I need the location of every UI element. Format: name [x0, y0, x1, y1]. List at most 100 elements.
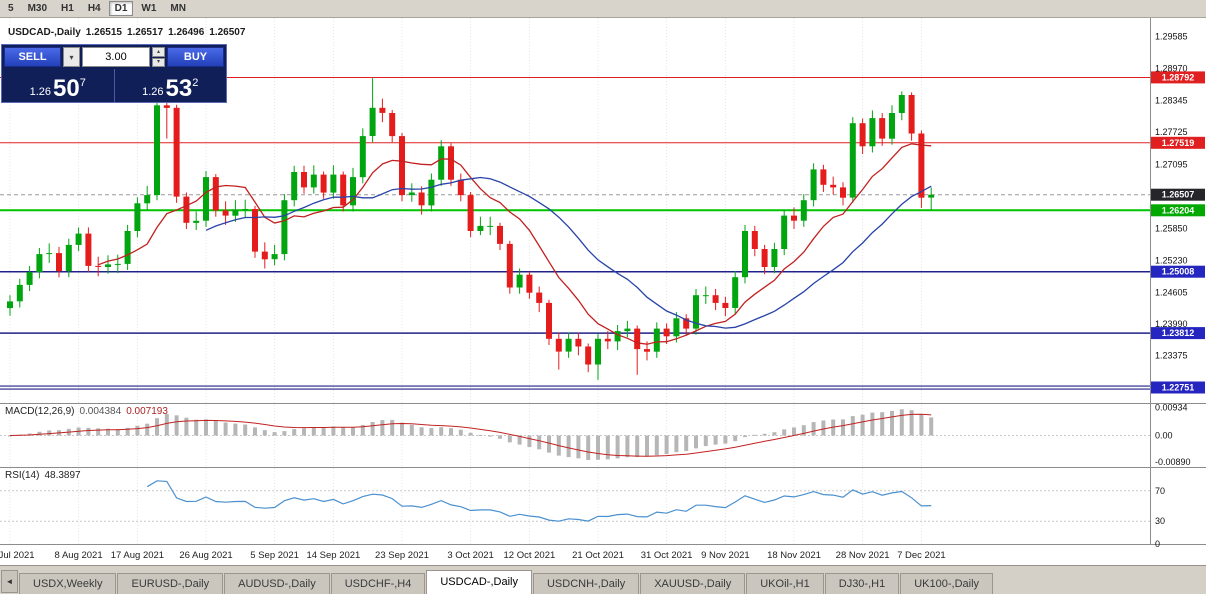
buy-price-big-digits: 53 — [165, 74, 193, 102]
svg-text:5 Sep 2021: 5 Sep 2021 — [250, 550, 299, 561]
chart-tab-usdcad-daily[interactable]: USDCAD-,Daily — [426, 570, 532, 594]
svg-text:0.00934: 0.00934 — [1155, 402, 1188, 412]
chart-title: USDCAD-,Daily 1.26515 1.26517 1.26496 1.… — [8, 27, 245, 38]
timeframe-toolbar-buttons: 5 M30 H1 H4 D1 W1 MN — [2, 1, 192, 16]
svg-text:3 Oct 2021: 3 Oct 2021 — [447, 550, 493, 561]
svg-text:0: 0 — [1155, 539, 1160, 549]
svg-text:31 Oct 2021: 31 Oct 2021 — [641, 550, 693, 561]
svg-text:70: 70 — [1155, 486, 1165, 496]
svg-text:1.28970: 1.28970 — [1155, 63, 1188, 73]
date-axis-labels[interactable]: 29 Jul 2021 8 Aug 2021 17 Aug 2021 26 Aug 2… — [0, 550, 946, 561]
spin-up-icon: ▴ — [156, 48, 160, 55]
rsi-pane-header: RSI(14) 48.3897 — [5, 470, 81, 481]
svg-text:1.26507: 1.26507 — [1162, 190, 1195, 200]
tabs-scroll-left-button[interactable]: ◄ — [1, 570, 18, 593]
macd-axis-labels: 0.00934 0.00 -0.00890 — [1155, 402, 1191, 467]
svg-text:-0.00890: -0.00890 — [1155, 457, 1191, 467]
chart-symbol-period: USDCAD-,Daily — [8, 27, 81, 38]
svg-text:7 Dec 2021: 7 Dec 2021 — [897, 550, 946, 561]
rsi-line — [146, 480, 932, 522]
svg-text:1.27519: 1.27519 — [1162, 138, 1195, 148]
svg-text:29 Jul 2021: 29 Jul 2021 — [0, 550, 35, 561]
buy-price-display[interactable]: 1.26 53 2 — [115, 69, 227, 102]
volume-stepper: ▴ ▾ — [152, 47, 165, 67]
chart-canvas[interactable]: 1.295851.289701.283451.277251.270951.264… — [0, 18, 1206, 565]
svg-text:1.22751: 1.22751 — [1162, 383, 1195, 393]
left-arrow-icon: ◄ — [5, 577, 14, 586]
chart-tab-ukoil-h1[interactable]: UKOil-,H1 — [746, 573, 824, 594]
rsi-indicator — [0, 480, 1150, 522]
timeframe-toolbar: 5 M30 H1 H4 D1 W1 MN — [0, 0, 1206, 18]
svg-text:12 Oct 2021: 12 Oct 2021 — [504, 550, 556, 561]
svg-text:0.00: 0.00 — [1155, 431, 1173, 441]
sell-price-big-digits: 50 — [53, 74, 80, 102]
svg-text:1.27095: 1.27095 — [1155, 160, 1188, 170]
timeframe-button-h1[interactable]: H1 — [61, 3, 74, 14]
chevron-down-icon: ▾ — [69, 52, 74, 62]
candlesticks — [7, 77, 935, 380]
svg-text:1.23812: 1.23812 — [1162, 328, 1195, 338]
svg-text:8 Aug 2021: 8 Aug 2021 — [55, 550, 103, 561]
svg-text:1.23990: 1.23990 — [1155, 319, 1188, 329]
ohlc-high: 1.26517 — [126, 27, 164, 38]
svg-text:26 Aug 2021: 26 Aug 2021 — [179, 550, 232, 561]
timeframe-button-5[interactable]: 5 — [8, 3, 14, 14]
price-axis-labels[interactable]: 1.295851.289701.283451.277251.270951.264… — [1155, 32, 1188, 361]
sell-price-pipette: 7 — [79, 77, 86, 89]
macd-signal-line — [9, 413, 932, 457]
buy-price-prefix: 1.26 — [142, 86, 164, 98]
chart-tabs-bar: ◄ USDX,Weekly EURUSD-,Daily AUDUSD-,Daily U… — [0, 565, 1206, 594]
price-divider — [113, 69, 115, 102]
timeframe-button-m30[interactable]: M30 — [27, 3, 48, 14]
macd-signal-value: 0.007193 — [126, 406, 168, 417]
volume-decrease-button[interactable]: ▾ — [152, 57, 165, 67]
chart-tab-xauusd-daily[interactable]: XAUUSD-,Daily — [640, 573, 746, 594]
volume-input[interactable] — [82, 47, 150, 67]
svg-text:1.25850: 1.25850 — [1155, 223, 1188, 233]
macd-pane-header: MACD(12,26,9) 0.004384 0.007193 — [5, 406, 168, 417]
volume-increase-button[interactable]: ▴ — [152, 47, 165, 57]
sell-button[interactable]: SELL — [4, 47, 61, 67]
chart-tab-dj30-h1[interactable]: DJ30-,H1 — [824, 573, 900, 594]
svg-text:9 Nov 2021: 9 Nov 2021 — [701, 550, 750, 561]
trade-prices-row: 1.26 50 7 1.26 53 2 — [2, 69, 226, 102]
sell-price-display[interactable]: 1.26 50 7 — [2, 69, 114, 102]
rsi-value: 48.3897 — [44, 470, 81, 481]
chart-tab-audusd-daily[interactable]: AUDUSD-,Daily — [224, 573, 330, 594]
buy-button[interactable]: BUY — [167, 47, 224, 67]
spin-down-icon: ▾ — [156, 59, 160, 66]
price-tags[interactable]: 1.28792 1.27519 1.26507 1.26204 1.25008 1.238… — [1151, 71, 1205, 394]
svg-text:28 Nov 2021: 28 Nov 2021 — [836, 550, 890, 561]
svg-text:23 Sep 2021: 23 Sep 2021 — [375, 550, 429, 561]
chart-tab-uk100-daily[interactable]: UK100-,Daily — [900, 573, 994, 594]
timeframe-button-d1[interactable]: D1 — [108, 1, 134, 16]
chart-tab-usdx-weekly[interactable]: USDX,Weekly — [19, 573, 117, 594]
rsi-label: RSI(14) — [5, 470, 40, 481]
trade-controls-row: SELL ▾ ▴ ▾ BUY — [2, 45, 226, 69]
svg-text:1.28345: 1.28345 — [1155, 95, 1188, 105]
chart-tab-list: USDX,Weekly EURUSD-,Daily AUDUSD-,Daily USD… — [19, 566, 994, 594]
sell-price-prefix: 1.26 — [29, 86, 52, 98]
timeframe-button-h4[interactable]: H4 — [87, 3, 101, 14]
timeframe-button-w1[interactable]: W1 — [141, 3, 157, 14]
chart-tab-usdchf-h4[interactable]: USDCHF-,H4 — [330, 573, 426, 594]
macd-main-value: 0.004384 — [79, 406, 122, 417]
ma-fast-line — [97, 143, 932, 345]
svg-text:21 Oct 2021: 21 Oct 2021 — [572, 550, 624, 561]
svg-text:1.23375: 1.23375 — [1155, 351, 1188, 361]
ohlc-open: 1.26515 — [85, 27, 122, 38]
ohlc-low: 1.26496 — [168, 27, 205, 38]
chart-tab-eurusd-daily[interactable]: EURUSD-,Daily — [117, 573, 224, 594]
macd-indicator — [0, 409, 1150, 460]
chart-tab-usdcnh-daily[interactable]: USDCNH-,Daily — [532, 573, 640, 594]
svg-text:18 Nov 2021: 18 Nov 2021 — [767, 550, 821, 561]
timeframe-button-mn[interactable]: MN — [170, 3, 186, 14]
svg-text:14 Sep 2021: 14 Sep 2021 — [306, 550, 360, 561]
macd-label: MACD(12,26,9) — [5, 406, 75, 417]
buy-price-pipette: 2 — [192, 77, 199, 89]
volume-dropdown-button[interactable]: ▾ — [63, 47, 80, 67]
svg-text:1.26204: 1.26204 — [1162, 205, 1195, 215]
svg-text:1.25008: 1.25008 — [1162, 267, 1195, 277]
svg-text:1.29585: 1.29585 — [1155, 32, 1188, 42]
rsi-axis-labels: 70 30 0 — [1155, 486, 1165, 549]
